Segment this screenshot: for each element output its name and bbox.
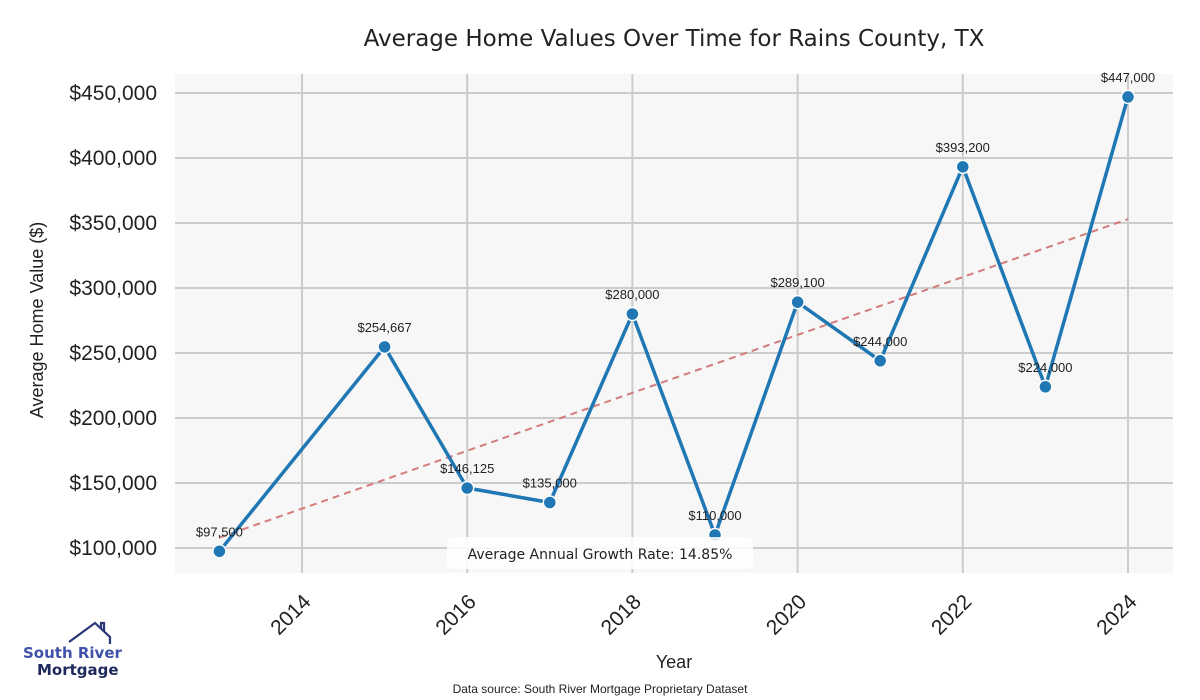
data-label: $244,000	[853, 334, 907, 349]
data-label: $224,000	[1018, 360, 1072, 375]
data-label: $393,200	[936, 140, 990, 155]
data-label: $146,125	[440, 461, 494, 476]
x-tick-label: 2024	[1092, 590, 1142, 640]
x-tick-label: 2014	[266, 590, 316, 640]
south-river-mortgage-logo: South River Mortgage	[23, 621, 123, 679]
y-axis-label: Average Home Value ($)	[27, 222, 47, 418]
data-labels: $97,500 $254,667 $146,125 $135,000 $280,000 $…	[196, 70, 1155, 539]
growth-rate-annotation: Average Annual Growth Rate: 14.85%	[447, 537, 753, 569]
y-axis-ticks: $100,000 $150,000 $200,000 $250,000 $300,000…	[69, 82, 157, 560]
logo-line2: Mortgage	[37, 661, 119, 679]
data-point	[1120, 89, 1136, 105]
data-label: $135,000	[523, 476, 577, 491]
x-axis-label: Year	[656, 652, 692, 672]
house-roof-icon	[68, 621, 112, 644]
y-tick-label: $200,000	[69, 407, 157, 430]
trend-line	[219, 218, 1129, 539]
data-point	[212, 544, 227, 559]
data-point	[377, 339, 392, 355]
x-axis-ticks: 2014 2016 2018 2020 2022 2024	[266, 590, 1142, 640]
growth-rate-box	[447, 537, 753, 569]
data-label: $289,100	[770, 275, 824, 290]
data-label: $280,000	[605, 287, 659, 302]
growth-rate-text: Average Annual Growth Rate: 14.85%	[468, 547, 733, 563]
data-point	[459, 480, 475, 496]
logo-line1: South River	[23, 644, 123, 662]
data-point	[955, 159, 971, 175]
data-point	[872, 353, 888, 369]
data-point	[542, 495, 558, 510]
y-tick-label: $100,000	[69, 537, 157, 560]
data-label: $254,667	[357, 320, 411, 335]
x-tick-label: 2016	[431, 590, 480, 639]
data-label: $447,000	[1101, 70, 1155, 85]
data-point	[625, 306, 640, 322]
data-points	[212, 89, 1136, 559]
data-label: $110,000	[688, 508, 741, 523]
y-tick-label: $400,000	[69, 147, 157, 170]
chart-title: Average Home Values Over Time for Rains …	[364, 26, 985, 52]
x-tick-label: 2022	[927, 590, 976, 639]
data-point	[1038, 379, 1053, 395]
x-tick-label: 2018	[597, 590, 646, 639]
y-tick-label: $150,000	[69, 472, 157, 495]
data-label: $97,500	[196, 524, 243, 539]
y-tick-label: $350,000	[69, 212, 157, 235]
x-tick-label: 2020	[762, 590, 811, 639]
data-point	[790, 294, 805, 310]
y-tick-label: $450,000	[69, 82, 157, 105]
y-tick-label: $300,000	[69, 277, 157, 300]
data-source-note: Data source: South River Mortgage Propri…	[453, 682, 748, 696]
y-tick-label: $250,000	[69, 342, 157, 365]
